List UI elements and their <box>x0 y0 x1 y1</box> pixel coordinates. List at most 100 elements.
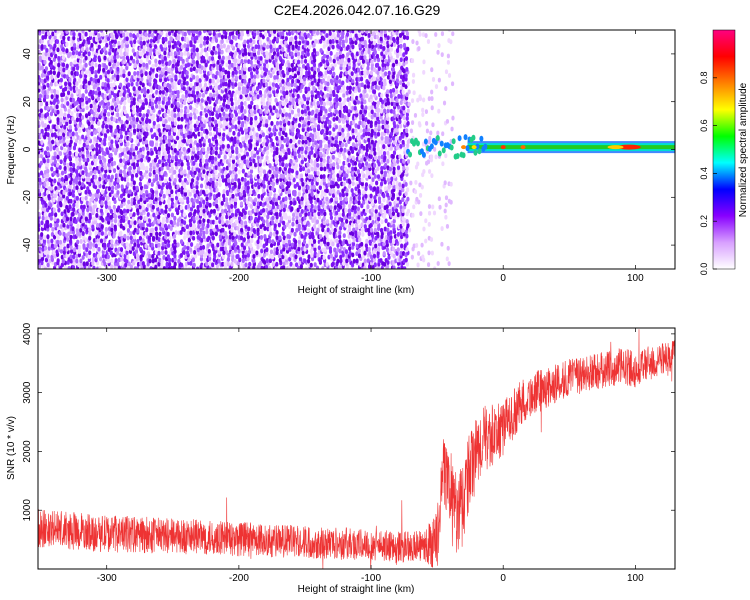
heatmap-cell <box>300 54 304 60</box>
heatmap-cell <box>177 124 181 130</box>
heatmap-cell <box>122 197 126 203</box>
heatmap-cell <box>166 198 171 204</box>
heatmap-cell <box>39 101 43 107</box>
heatmap-cell <box>289 158 293 164</box>
heatmap-cell <box>219 150 223 156</box>
heatmap-cell <box>226 147 230 153</box>
heatmap-cell <box>75 81 79 86</box>
heatmap-cell <box>192 189 196 194</box>
heatmap-cell <box>69 61 73 67</box>
heatmap-cell <box>176 192 180 197</box>
heatmap-cell <box>96 78 101 84</box>
heatmap-cell <box>209 219 213 225</box>
heatmap-cell <box>209 70 213 75</box>
heatmap-cell <box>69 86 73 91</box>
heatmap-cell <box>199 69 203 75</box>
heatmap-cell <box>277 253 282 259</box>
heatmap-cell <box>234 197 238 202</box>
heatmap-cell <box>141 82 145 88</box>
heatmap-cell <box>227 224 232 230</box>
heatmap-cell <box>127 261 131 267</box>
heatmap-cell <box>301 139 305 145</box>
heatmap-cell <box>222 81 226 87</box>
heatmap-cell <box>38 172 41 178</box>
heatmap-cell <box>270 148 274 153</box>
heatmap-cell <box>80 70 85 75</box>
heatmap-cell <box>198 78 202 83</box>
heatmap-cell <box>130 81 134 87</box>
heatmap-cell <box>277 195 281 201</box>
heatmap-cell <box>212 172 216 178</box>
heatmap-cell <box>157 214 161 220</box>
heatmap-cell <box>304 149 308 155</box>
heatmap-cell <box>275 218 279 224</box>
heatmap-cell <box>205 196 209 202</box>
heatmap-cell <box>218 131 222 137</box>
heatmap-cell <box>129 35 133 41</box>
heatmap-cell <box>253 162 258 168</box>
heatmap-cell <box>262 169 267 175</box>
heatmap-cell <box>271 262 276 267</box>
heatmap-cell <box>59 66 64 72</box>
heatmap-cell <box>212 187 217 193</box>
heatmap-cell <box>158 266 162 269</box>
heatmap-cell <box>144 98 148 103</box>
heatmap-cell <box>51 31 55 37</box>
heatmap-cell <box>110 174 114 180</box>
heatmap-cell <box>155 50 159 56</box>
heatmap-cell <box>188 247 193 253</box>
heatmap-cell <box>101 249 105 255</box>
heatmap-cell <box>180 116 184 122</box>
heatmap-cell <box>237 178 241 184</box>
heatmap-cell <box>65 63 69 69</box>
heatmap-cell <box>38 223 41 228</box>
heatmap-cell <box>256 239 260 245</box>
heatmap-cell <box>202 142 206 147</box>
heatmap-cell <box>46 158 50 164</box>
heatmap-cell <box>133 220 137 226</box>
heatmap-cell <box>81 146 85 152</box>
heatmap-cell <box>129 154 133 160</box>
heatmap-cell <box>235 146 239 152</box>
heatmap-cell <box>192 66 196 72</box>
heatmap-cell <box>225 214 229 220</box>
heatmap-cell <box>75 161 79 166</box>
heatmap-cell <box>293 82 297 88</box>
heatmap-cell <box>129 147 133 153</box>
heatmap-cell <box>282 108 286 114</box>
heatmap-cell <box>167 40 172 46</box>
heatmap-cell <box>208 172 212 178</box>
heatmap-cell <box>94 243 98 249</box>
heatmap-cell <box>149 43 153 49</box>
heatmap-cell <box>38 227 41 232</box>
heatmap-cell <box>225 30 230 33</box>
heatmap-cell <box>249 215 253 221</box>
heatmap-cell <box>275 178 279 184</box>
heatmap-cell <box>166 213 171 218</box>
heatmap-cell <box>303 96 307 102</box>
heatmap-cell <box>222 115 226 121</box>
heatmap-cell <box>234 58 238 64</box>
heatmap-cell <box>274 201 279 207</box>
heatmap-cell <box>42 84 47 90</box>
heatmap-cell <box>290 168 295 174</box>
heatmap-cell <box>53 155 57 161</box>
heatmap-cell <box>101 196 105 201</box>
heatmap-cell <box>253 74 257 79</box>
heatmap-cell <box>264 105 269 111</box>
heatmap-cell <box>151 254 155 259</box>
heatmap-cell <box>288 224 292 230</box>
heatmap-cell <box>220 215 224 221</box>
heatmap-cell <box>88 72 92 78</box>
heatmap-cell <box>53 88 57 94</box>
heatmap-cell <box>265 63 270 69</box>
heatmap-cell <box>288 247 292 252</box>
heatmap-cell <box>98 154 102 160</box>
heatmap-cell <box>257 184 261 190</box>
heatmap-cell <box>145 117 149 123</box>
heatmap-cell <box>240 212 244 218</box>
heatmap-cell <box>40 113 44 119</box>
heatmap-cell <box>149 232 153 237</box>
heatmap-cell <box>269 249 274 255</box>
heatmap-cell <box>52 197 56 203</box>
